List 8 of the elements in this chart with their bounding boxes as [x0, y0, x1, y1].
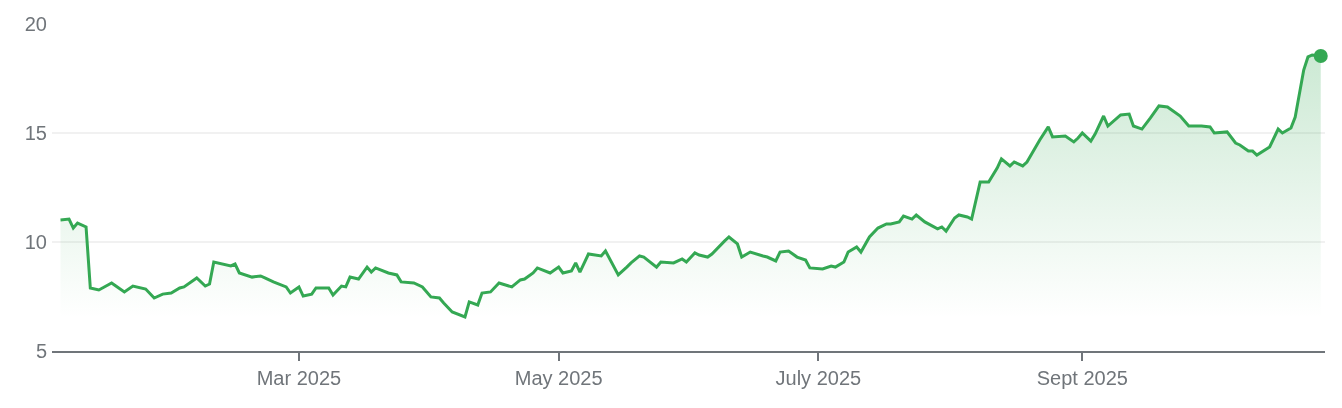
x-tick-label: Sept 2025: [1036, 367, 1128, 389]
x-tick-label: July 2025: [775, 367, 862, 389]
y-tick-label: 10: [24, 231, 47, 253]
y-tick-label: 5: [35, 340, 47, 362]
x-tick-label: Mar 2025: [256, 367, 342, 389]
y-tick-label: 20: [24, 13, 47, 35]
y-tick-label: 15: [24, 122, 47, 144]
x-tick-label: May 2025: [514, 367, 603, 389]
